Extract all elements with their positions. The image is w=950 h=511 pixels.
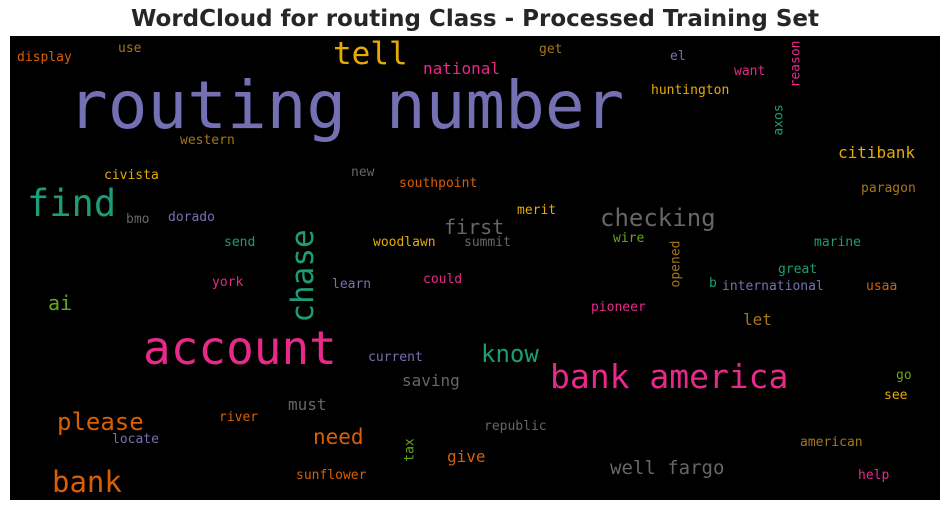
word-must: must bbox=[288, 395, 327, 414]
word-marine: marine bbox=[814, 235, 861, 250]
word-let: let bbox=[743, 310, 772, 329]
word-new: new bbox=[351, 165, 375, 180]
word-send: send bbox=[224, 235, 255, 250]
word-could: could bbox=[423, 272, 462, 287]
word-republic: republic bbox=[484, 419, 547, 434]
word-tax: tax bbox=[403, 438, 418, 462]
word-merit: merit bbox=[517, 203, 556, 218]
word-want: want bbox=[734, 64, 765, 79]
word-display: display bbox=[17, 50, 72, 65]
word-huntington: huntington bbox=[651, 83, 729, 98]
word-river: river bbox=[219, 410, 258, 425]
word-summit: summit bbox=[464, 235, 511, 250]
word-get: get bbox=[539, 42, 562, 57]
word-great: great bbox=[778, 262, 817, 277]
wordcloud-canvas: routing number account bank america find tel… bbox=[10, 36, 940, 500]
word-bank: bank bbox=[52, 465, 122, 499]
word-learn: learn bbox=[332, 277, 371, 292]
word-b: b bbox=[709, 276, 717, 291]
word-tell: tell bbox=[333, 36, 408, 72]
word-need: need bbox=[313, 425, 364, 449]
word-go: go bbox=[896, 368, 912, 383]
word-locate: locate bbox=[112, 432, 159, 447]
word-dorado: dorado bbox=[168, 210, 215, 225]
word-know: know bbox=[481, 340, 539, 368]
word-see: see bbox=[884, 388, 908, 403]
word-american: american bbox=[800, 435, 863, 450]
word-chase: chase bbox=[285, 229, 321, 322]
word-southpoint: southpoint bbox=[399, 176, 477, 191]
word-well-fargo: well fargo bbox=[610, 457, 724, 479]
word-bank-america: bank america bbox=[550, 357, 788, 396]
word-sunflower: sunflower bbox=[296, 468, 367, 483]
word-reason: reason bbox=[789, 41, 804, 88]
word-checking: checking bbox=[600, 204, 716, 232]
word-york: york bbox=[212, 275, 243, 290]
word-routing-number: routing number bbox=[68, 67, 624, 144]
word-civista: civista bbox=[104, 168, 159, 183]
word-pioneer: pioneer bbox=[591, 300, 646, 315]
word-find: find bbox=[27, 182, 116, 225]
word-axos: axos bbox=[772, 104, 787, 135]
wordcloud-svg: routing number account bank america find tel… bbox=[10, 36, 940, 500]
word-ai: ai bbox=[48, 291, 72, 315]
word-national: national bbox=[423, 59, 500, 78]
word-account: account bbox=[143, 321, 337, 375]
word-bmo: bmo bbox=[126, 212, 149, 227]
word-international: international bbox=[722, 279, 824, 294]
word-usaa: usaa bbox=[866, 279, 897, 294]
word-wire: wire bbox=[613, 231, 644, 246]
word-use: use bbox=[118, 41, 142, 56]
word-el: el bbox=[670, 49, 686, 64]
word-saving: saving bbox=[402, 371, 460, 390]
word-give: give bbox=[447, 447, 486, 466]
word-current: current bbox=[368, 350, 423, 365]
word-opened: opened bbox=[669, 241, 684, 288]
word-help: help bbox=[858, 468, 889, 483]
word-paragon: paragon bbox=[861, 181, 916, 196]
word-western: western bbox=[180, 133, 235, 148]
chart-title: WordCloud for routing Class - Processed … bbox=[0, 6, 950, 32]
word-citibank: citibank bbox=[838, 143, 915, 162]
word-woodlawn: woodlawn bbox=[373, 235, 436, 250]
